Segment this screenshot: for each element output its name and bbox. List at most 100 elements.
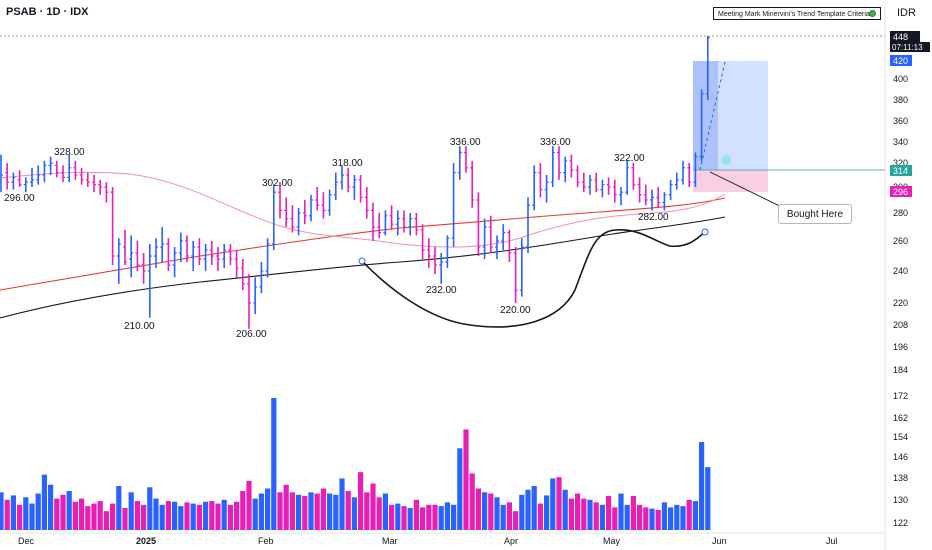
- swing-label: 336.00: [450, 137, 481, 148]
- volume-bar: [674, 504, 680, 530]
- volume-bar: [66, 491, 72, 530]
- volume-bar: [320, 488, 326, 530]
- volume-bar: [370, 483, 376, 530]
- trend-template-indicator[interactable]: Meeting Mark Minervini's Trend Template …: [713, 7, 881, 20]
- volume-bar: [463, 429, 469, 530]
- swing-label: 318.00: [332, 158, 363, 169]
- target-zone: [693, 61, 768, 170]
- volume-bar: [655, 509, 661, 530]
- swing-labels: 328.00 296.00 302.00 318.00 336.00 336.0…: [4, 137, 669, 340]
- currency-label: IDR: [897, 7, 916, 19]
- volume-bar: [128, 492, 134, 530]
- volume-bar: [432, 504, 438, 530]
- volume-bar: [581, 498, 587, 530]
- volume-bar: [699, 442, 705, 530]
- volume-bar: [587, 499, 593, 530]
- target-zone-highlight: [693, 61, 718, 170]
- volume-bar: [550, 478, 556, 530]
- bought-here-callout[interactable]: Bought Here: [778, 204, 852, 224]
- volume-bar: [196, 504, 202, 530]
- entry-price-badge: [890, 165, 912, 176]
- volume-bar: [382, 493, 388, 530]
- y-tick: 146: [893, 452, 908, 462]
- entry-marker: [721, 155, 731, 165]
- stop-zone: [693, 170, 768, 192]
- volume-bar: [426, 504, 432, 530]
- swing-label: 220.00: [500, 305, 531, 316]
- volume-bar: [240, 491, 246, 530]
- volume-bar: [339, 478, 345, 530]
- trade-path: [699, 61, 726, 171]
- volume-bar: [246, 480, 252, 530]
- cup-start-handle: [358, 257, 366, 265]
- volume-bar: [48, 484, 54, 530]
- volume-bar: [17, 504, 23, 530]
- volume-bar: [345, 491, 351, 530]
- volume-bar: [333, 494, 339, 530]
- y-tick: 130: [893, 495, 908, 505]
- volume-bar: [190, 503, 196, 530]
- volume-bar: [692, 501, 698, 530]
- volume-bar: [283, 484, 289, 530]
- volume-bar: [308, 492, 314, 530]
- x-tick: May: [603, 536, 621, 546]
- swing-label: 302.00: [262, 178, 293, 189]
- volume-bar: [215, 503, 221, 530]
- volume-bar: [469, 473, 475, 530]
- volume-bar: [537, 503, 543, 530]
- volume-bar: [79, 498, 85, 530]
- volume-bar: [184, 502, 190, 530]
- status-dot-icon: [869, 10, 876, 17]
- volume-bar: [277, 492, 283, 530]
- y-tick: 220: [893, 298, 908, 308]
- volume-bar: [172, 501, 178, 530]
- x-axis: Dec 2025 Feb Mar Apr May Jun Jul: [18, 536, 838, 546]
- volume-bar: [302, 496, 308, 530]
- y-tick: 122: [893, 518, 908, 528]
- volume-bar: [475, 488, 481, 530]
- x-tick: Jun: [712, 536, 727, 546]
- ma-200-line: [0, 216, 726, 319]
- volume-bar: [407, 508, 413, 530]
- volume-bar: [234, 501, 240, 530]
- volume-bar: [72, 501, 78, 530]
- volume-bar: [630, 496, 636, 530]
- swing-label: 336.00: [540, 137, 571, 148]
- entry-price-value: 314: [893, 166, 908, 176]
- volume-bar: [544, 495, 550, 530]
- volume-bar: [618, 493, 624, 530]
- bought-pointer-line: [709, 171, 791, 212]
- stop-price-value: 296: [893, 187, 908, 197]
- y-axis: 400 380 360 340 320 300 280 260 240 220 …: [893, 74, 908, 528]
- volume-bar: [41, 474, 47, 530]
- volume-bar: [575, 493, 581, 530]
- volume-bar: [513, 511, 519, 530]
- volume-bar: [686, 499, 692, 530]
- ma-150-line: [0, 197, 726, 291]
- volume-bar: [624, 504, 630, 530]
- volume-bar: [147, 487, 153, 530]
- volume-bar: [649, 508, 655, 530]
- y-tick: 280: [893, 208, 908, 218]
- swing-label: 232.00: [426, 285, 457, 296]
- volume-bar: [153, 498, 159, 530]
- volume-bar: [593, 502, 599, 530]
- y-tick: 360: [893, 116, 908, 126]
- target-price-badge: [890, 55, 912, 66]
- y-tick: 260: [893, 236, 908, 246]
- symbol-header[interactable]: PSAB · 1D · IDX: [6, 6, 89, 18]
- volume-bar: [159, 504, 165, 530]
- volume-bar: [606, 496, 612, 530]
- candlesticks: [0, 36, 710, 329]
- volume-bar: [556, 477, 562, 530]
- volume-bar: [568, 498, 574, 530]
- volume-bar: [643, 507, 649, 530]
- volume-bar: [258, 493, 264, 530]
- volume-bar: [364, 492, 370, 530]
- volume-bar: [141, 504, 147, 530]
- y-tick: 154: [893, 432, 908, 442]
- volume-bar: [531, 486, 537, 530]
- volume-bar: [705, 467, 711, 530]
- volume-bar: [314, 493, 320, 530]
